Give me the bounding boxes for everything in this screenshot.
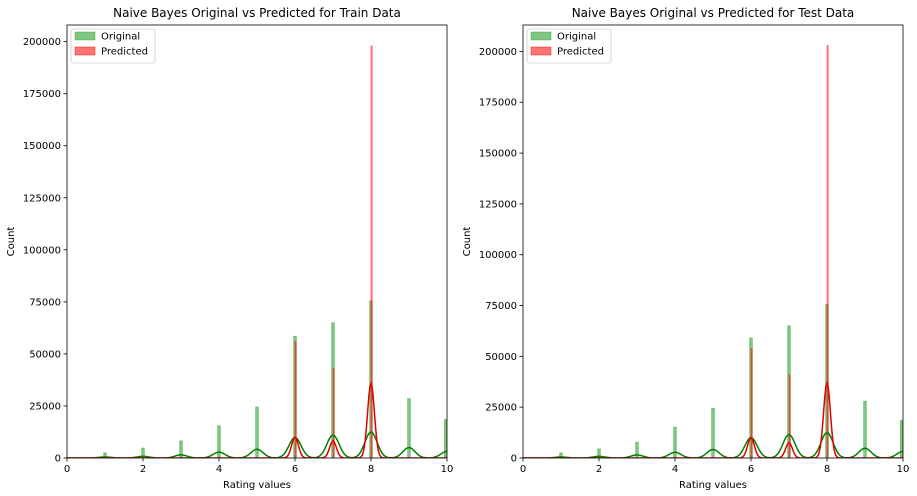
original-bar [673,426,677,458]
y-tick-label: 150000 [23,141,61,152]
original-bar [711,407,715,458]
predicted-bar [826,45,829,458]
y-tick-label: 150000 [479,149,517,160]
subplot-train: 0 2 4 6 8 10 0 25000 50000 75000 100000 125000 15000… [6,6,453,491]
y-axis-label: Count [462,227,473,257]
x-tick-label: 6 [748,464,754,475]
original-bar [635,441,639,458]
x-axis-label: Rating values [223,480,291,491]
chart-title: Naive Bayes Original vs Predicted for Tr… [113,6,401,20]
y-tick-label: 175000 [23,89,61,100]
x-tick-label: 8 [368,464,374,475]
original-bar [217,425,221,458]
predicted-bar [370,45,373,458]
y-tick-label: 200000 [23,37,61,48]
legend-label-original: Original [101,32,140,43]
original-bar [900,420,903,458]
y-tick-label: 125000 [479,199,517,210]
predicted-bar [788,374,791,458]
legend-swatch-original [530,31,552,41]
x-tick-label: 4 [672,464,678,475]
chart-title: Naive Bayes Original vs Predicted for Te… [572,6,855,20]
y-axis-label: Count [6,227,17,257]
x-tick-label: 2 [596,464,602,475]
x-tick-label: 10 [441,464,454,475]
subplot-test: 0 2 4 6 8 10 0 25000 50000 75000 100000 125000 15000… [462,6,909,491]
y-tick-label: 75000 [29,297,61,308]
y-tick-label: 175000 [479,98,517,109]
original-bar [255,406,259,458]
y-tick-label: 75000 [485,301,517,312]
y-tick-label: 25000 [29,401,61,412]
x-tick-label: 0 [520,464,526,475]
y-tick-label: 100000 [23,245,61,256]
legend-label-original: Original [557,32,596,43]
original-bar [103,452,107,458]
x-tick-label: 10 [897,464,910,475]
plot-area [67,45,447,458]
y-tick-label: 200000 [479,47,517,58]
legend-swatch-predicted [530,46,552,56]
original-bar [179,440,183,458]
plot-area [523,45,903,458]
legend-label-predicted: Predicted [101,47,148,58]
y-tick-label: 0 [511,454,517,465]
axes-frame [66,24,448,459]
x-tick-label: 0 [64,464,70,475]
y-tick-label: 50000 [29,349,61,360]
predicted-bar [294,341,297,458]
y-tick-label: 100000 [479,250,517,261]
legend-swatch-predicted [74,46,96,56]
x-axis-label: Rating values [679,480,747,491]
legend: Original Predicted [70,28,156,64]
original-bar [863,400,867,458]
x-tick-label: 6 [292,464,298,475]
x-tick-label: 8 [824,464,830,475]
y-tick-label: 50000 [485,352,517,363]
original-bar [407,398,411,458]
legend-label-predicted: Predicted [557,47,604,58]
predicted-bar [332,368,335,458]
axes-frame [522,24,904,459]
x-tick-label: 2 [140,464,146,475]
y-tick-label: 125000 [23,193,61,204]
legend: Original Predicted [526,28,612,64]
x-tick-label: 4 [216,464,222,475]
predicted-bar [750,348,753,458]
legend-swatch-original [74,31,96,41]
y-tick-label: 25000 [485,403,517,414]
original-bar [559,452,563,458]
y-tick-label: 0 [55,454,61,465]
